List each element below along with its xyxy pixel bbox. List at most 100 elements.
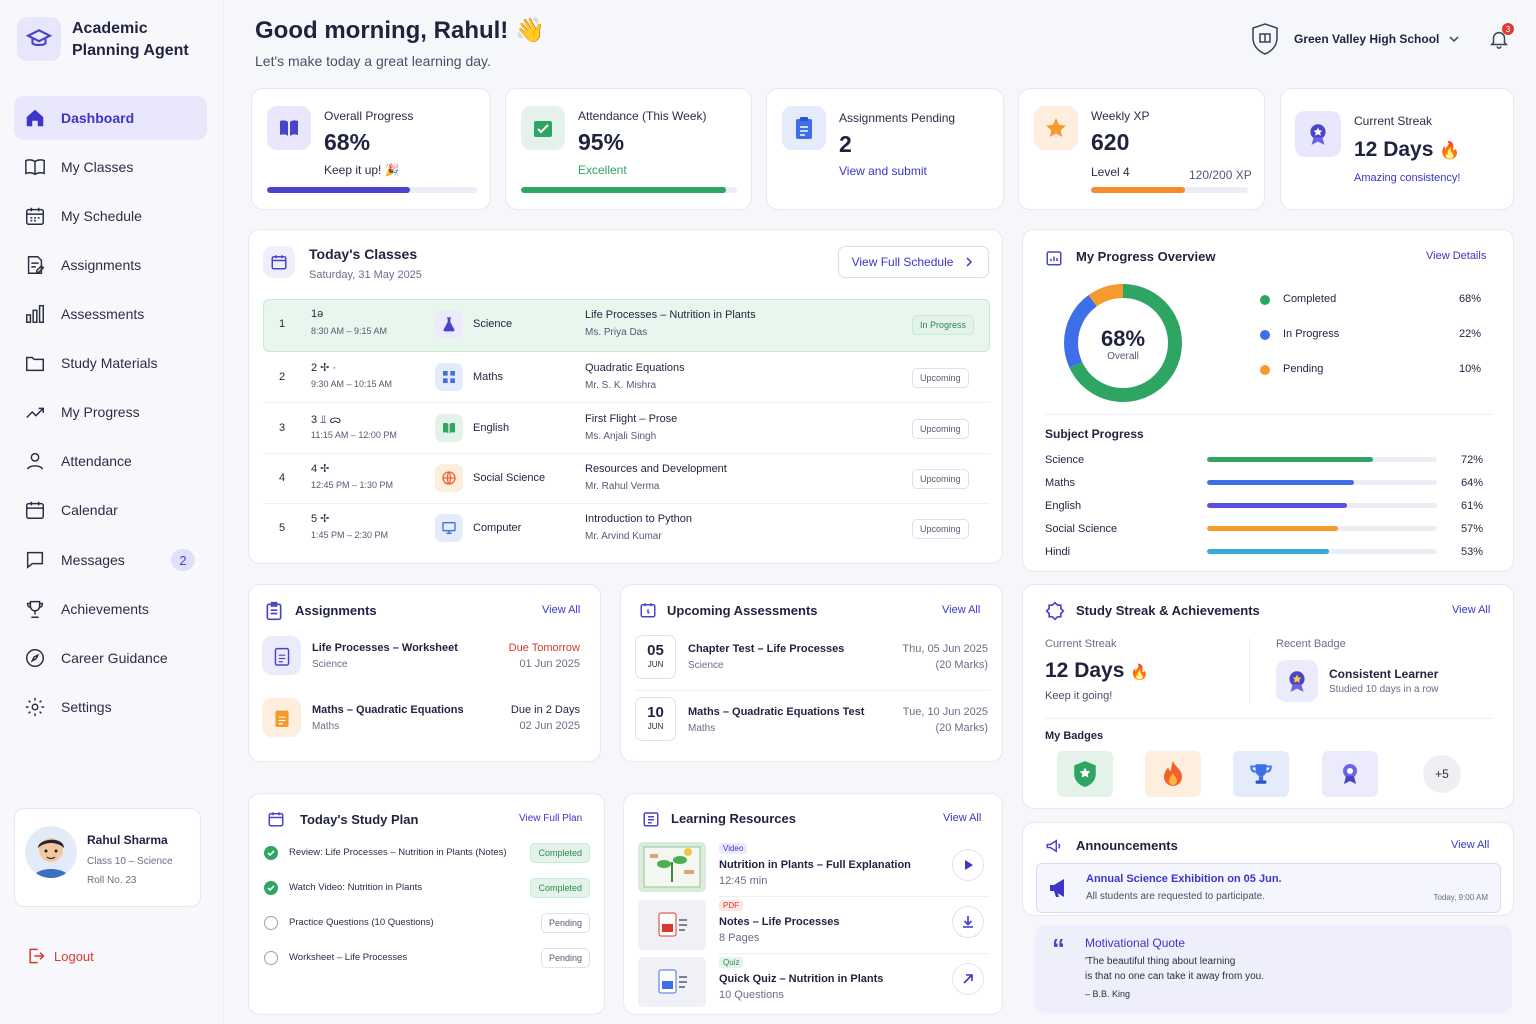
class-time: 8:30 AM – 9:15 AM: [311, 326, 388, 336]
nav-messages[interactable]: Messages 2: [14, 538, 207, 582]
plan-status-badge: Pending: [540, 948, 590, 968]
view-full-schedule-button[interactable]: View Full Schedule: [838, 246, 989, 278]
announcement-body: All students are requested to participat…: [1086, 891, 1265, 902]
plan-item-text: Watch Video: Nutrition in Plants: [289, 882, 423, 893]
document-edit-icon: [27, 256, 45, 274]
flame-badge-icon[interactable]: [1145, 751, 1201, 797]
bell-icon: [1489, 31, 1509, 49]
assignment-date: 01 Jun 2025: [519, 658, 580, 670]
shield-star-badge-icon[interactable]: [1057, 751, 1113, 797]
view-all-link[interactable]: View All: [1451, 839, 1490, 851]
legend-value: 10%: [1459, 363, 1482, 375]
class-time: 12:45 PM – 1:30 PM: [311, 480, 394, 490]
nav-label: Attendance: [61, 453, 132, 469]
pdf-icon[interactable]: [638, 900, 706, 950]
nav-assessments[interactable]: Assessments: [14, 292, 207, 336]
video-thumbnail[interactable]: [638, 842, 706, 892]
check-circle-icon[interactable]: [264, 846, 278, 860]
medal-badge-icon[interactable]: [1322, 751, 1378, 797]
subject-progress-title: Subject Progress: [1045, 427, 1144, 441]
download-button[interactable]: [952, 906, 984, 938]
nav-label: Assessments: [61, 306, 145, 322]
resource-title[interactable]: Notes – Life Processes: [719, 916, 840, 928]
notifications-button[interactable]: 3: [1488, 23, 1514, 52]
nav-my-classes[interactable]: My Classes: [14, 145, 207, 189]
avatar: [25, 826, 77, 878]
nav-career-guidance[interactable]: Career Guidance: [14, 636, 207, 680]
assessment-title[interactable]: Chapter Test – Life Processes: [688, 643, 845, 655]
assignment-title[interactable]: Maths – Quadratic Equations: [312, 704, 464, 716]
announcement-item[interactable]: Annual Science Exhibition on 05 Jun. All…: [1036, 863, 1501, 913]
more-badges-button[interactable]: +5: [1423, 755, 1461, 793]
empty-circle-icon[interactable]: [264, 916, 278, 930]
nav-calendar[interactable]: Calendar: [14, 488, 207, 532]
plan-status-badge: Completed: [530, 843, 590, 863]
nav-study-materials[interactable]: Study Materials: [14, 341, 207, 385]
card-title: Upcoming Assessments: [667, 603, 818, 618]
nav-achievements[interactable]: Achievements: [14, 587, 207, 631]
view-full-plan-link[interactable]: View Full Plan: [519, 813, 583, 824]
divider: [635, 690, 990, 691]
view-all-link[interactable]: View All: [943, 812, 982, 824]
chat-bubble-icon: [26, 551, 44, 569]
assessment-marks: (20 Marks): [935, 722, 988, 734]
todays-classes-card: Today's Classes Saturday, 31 May 2025 Vi…: [248, 229, 1003, 564]
subject-progress-bar: [1207, 503, 1437, 508]
plan-item-text: Practice Questions (10 Questions): [289, 917, 434, 928]
nav-assignments[interactable]: Assignments: [14, 243, 207, 287]
assessment-title[interactable]: Maths – Quadratic Equations Test: [688, 706, 865, 718]
legend-dot-in-progress: [1260, 330, 1270, 340]
stat-note: Amazing consistency!: [1354, 172, 1461, 184]
class-topic: Quadratic Equations: [585, 362, 685, 374]
view-all-link[interactable]: View All: [942, 604, 981, 616]
nav-my-progress[interactable]: My Progress: [14, 390, 207, 434]
school-selector[interactable]: Green Valley High School: [1250, 22, 1460, 56]
class-status-badge: Upcoming: [912, 368, 969, 388]
nav-settings[interactable]: Settings: [14, 685, 207, 729]
legend-label: Completed: [1283, 293, 1337, 305]
view-submit-link[interactable]: View and submit: [839, 164, 927, 178]
class-number: 1: [279, 318, 286, 330]
nav-dashboard[interactable]: Dashboard: [14, 96, 207, 140]
divider: [1249, 638, 1250, 704]
stat-value: 95%: [578, 129, 625, 155]
donut-segment-pending: [1064, 284, 1182, 402]
stat-label: Assignments Pending: [839, 111, 956, 125]
book-open-icon: [25, 159, 45, 176]
worksheet-icon: [262, 636, 301, 675]
check-circle-icon[interactable]: [264, 881, 278, 895]
nav-label: Dashboard: [61, 110, 135, 126]
class-row-active[interactable]: [263, 299, 990, 352]
calendar-check-icon: [521, 106, 565, 150]
view-all-link[interactable]: View All: [542, 604, 581, 616]
nav-my-schedule[interactable]: My Schedule: [14, 194, 207, 238]
logout-button[interactable]: Logout: [26, 946, 94, 966]
resource-title[interactable]: Quick Quiz – Nutrition in Plants: [719, 973, 884, 985]
resource-title[interactable]: Nutrition in Plants – Full Explanation: [719, 859, 911, 871]
book-green-icon: [435, 414, 463, 442]
class-teacher: Ms. Priya Das: [585, 327, 648, 338]
calendar-icon: [26, 501, 44, 519]
class-status-badge: Upcoming: [912, 469, 969, 489]
divider: [719, 896, 989, 897]
empty-circle-icon[interactable]: [264, 951, 278, 965]
profile-card[interactable]: Rahul Sharma Class 10 – Science Roll No.…: [14, 808, 201, 907]
view-details-link[interactable]: View Details: [1426, 250, 1487, 262]
subject-progress-bar: [1207, 549, 1437, 554]
profile-class: Class 10 – Science: [87, 856, 173, 867]
nav-attendance[interactable]: Attendance: [14, 439, 207, 483]
class-subject: Maths: [473, 371, 503, 383]
subject-percent: 72%: [1461, 454, 1484, 466]
overall-progress-bar: [267, 187, 477, 193]
assignment-title[interactable]: Life Processes – Worksheet: [312, 642, 458, 654]
nav-label: Settings: [61, 699, 112, 715]
trophy-badge-icon[interactable]: [1233, 751, 1289, 797]
school-crest-icon: [1252, 23, 1278, 55]
open-link-button[interactable]: [952, 963, 984, 995]
quiz-icon[interactable]: [638, 957, 706, 1007]
play-button[interactable]: [952, 849, 984, 881]
notification-count: 3: [1502, 23, 1514, 35]
view-all-link[interactable]: View All: [1452, 604, 1491, 616]
nav-label: Calendar: [61, 502, 118, 518]
clipboard-list-icon: [264, 601, 284, 626]
